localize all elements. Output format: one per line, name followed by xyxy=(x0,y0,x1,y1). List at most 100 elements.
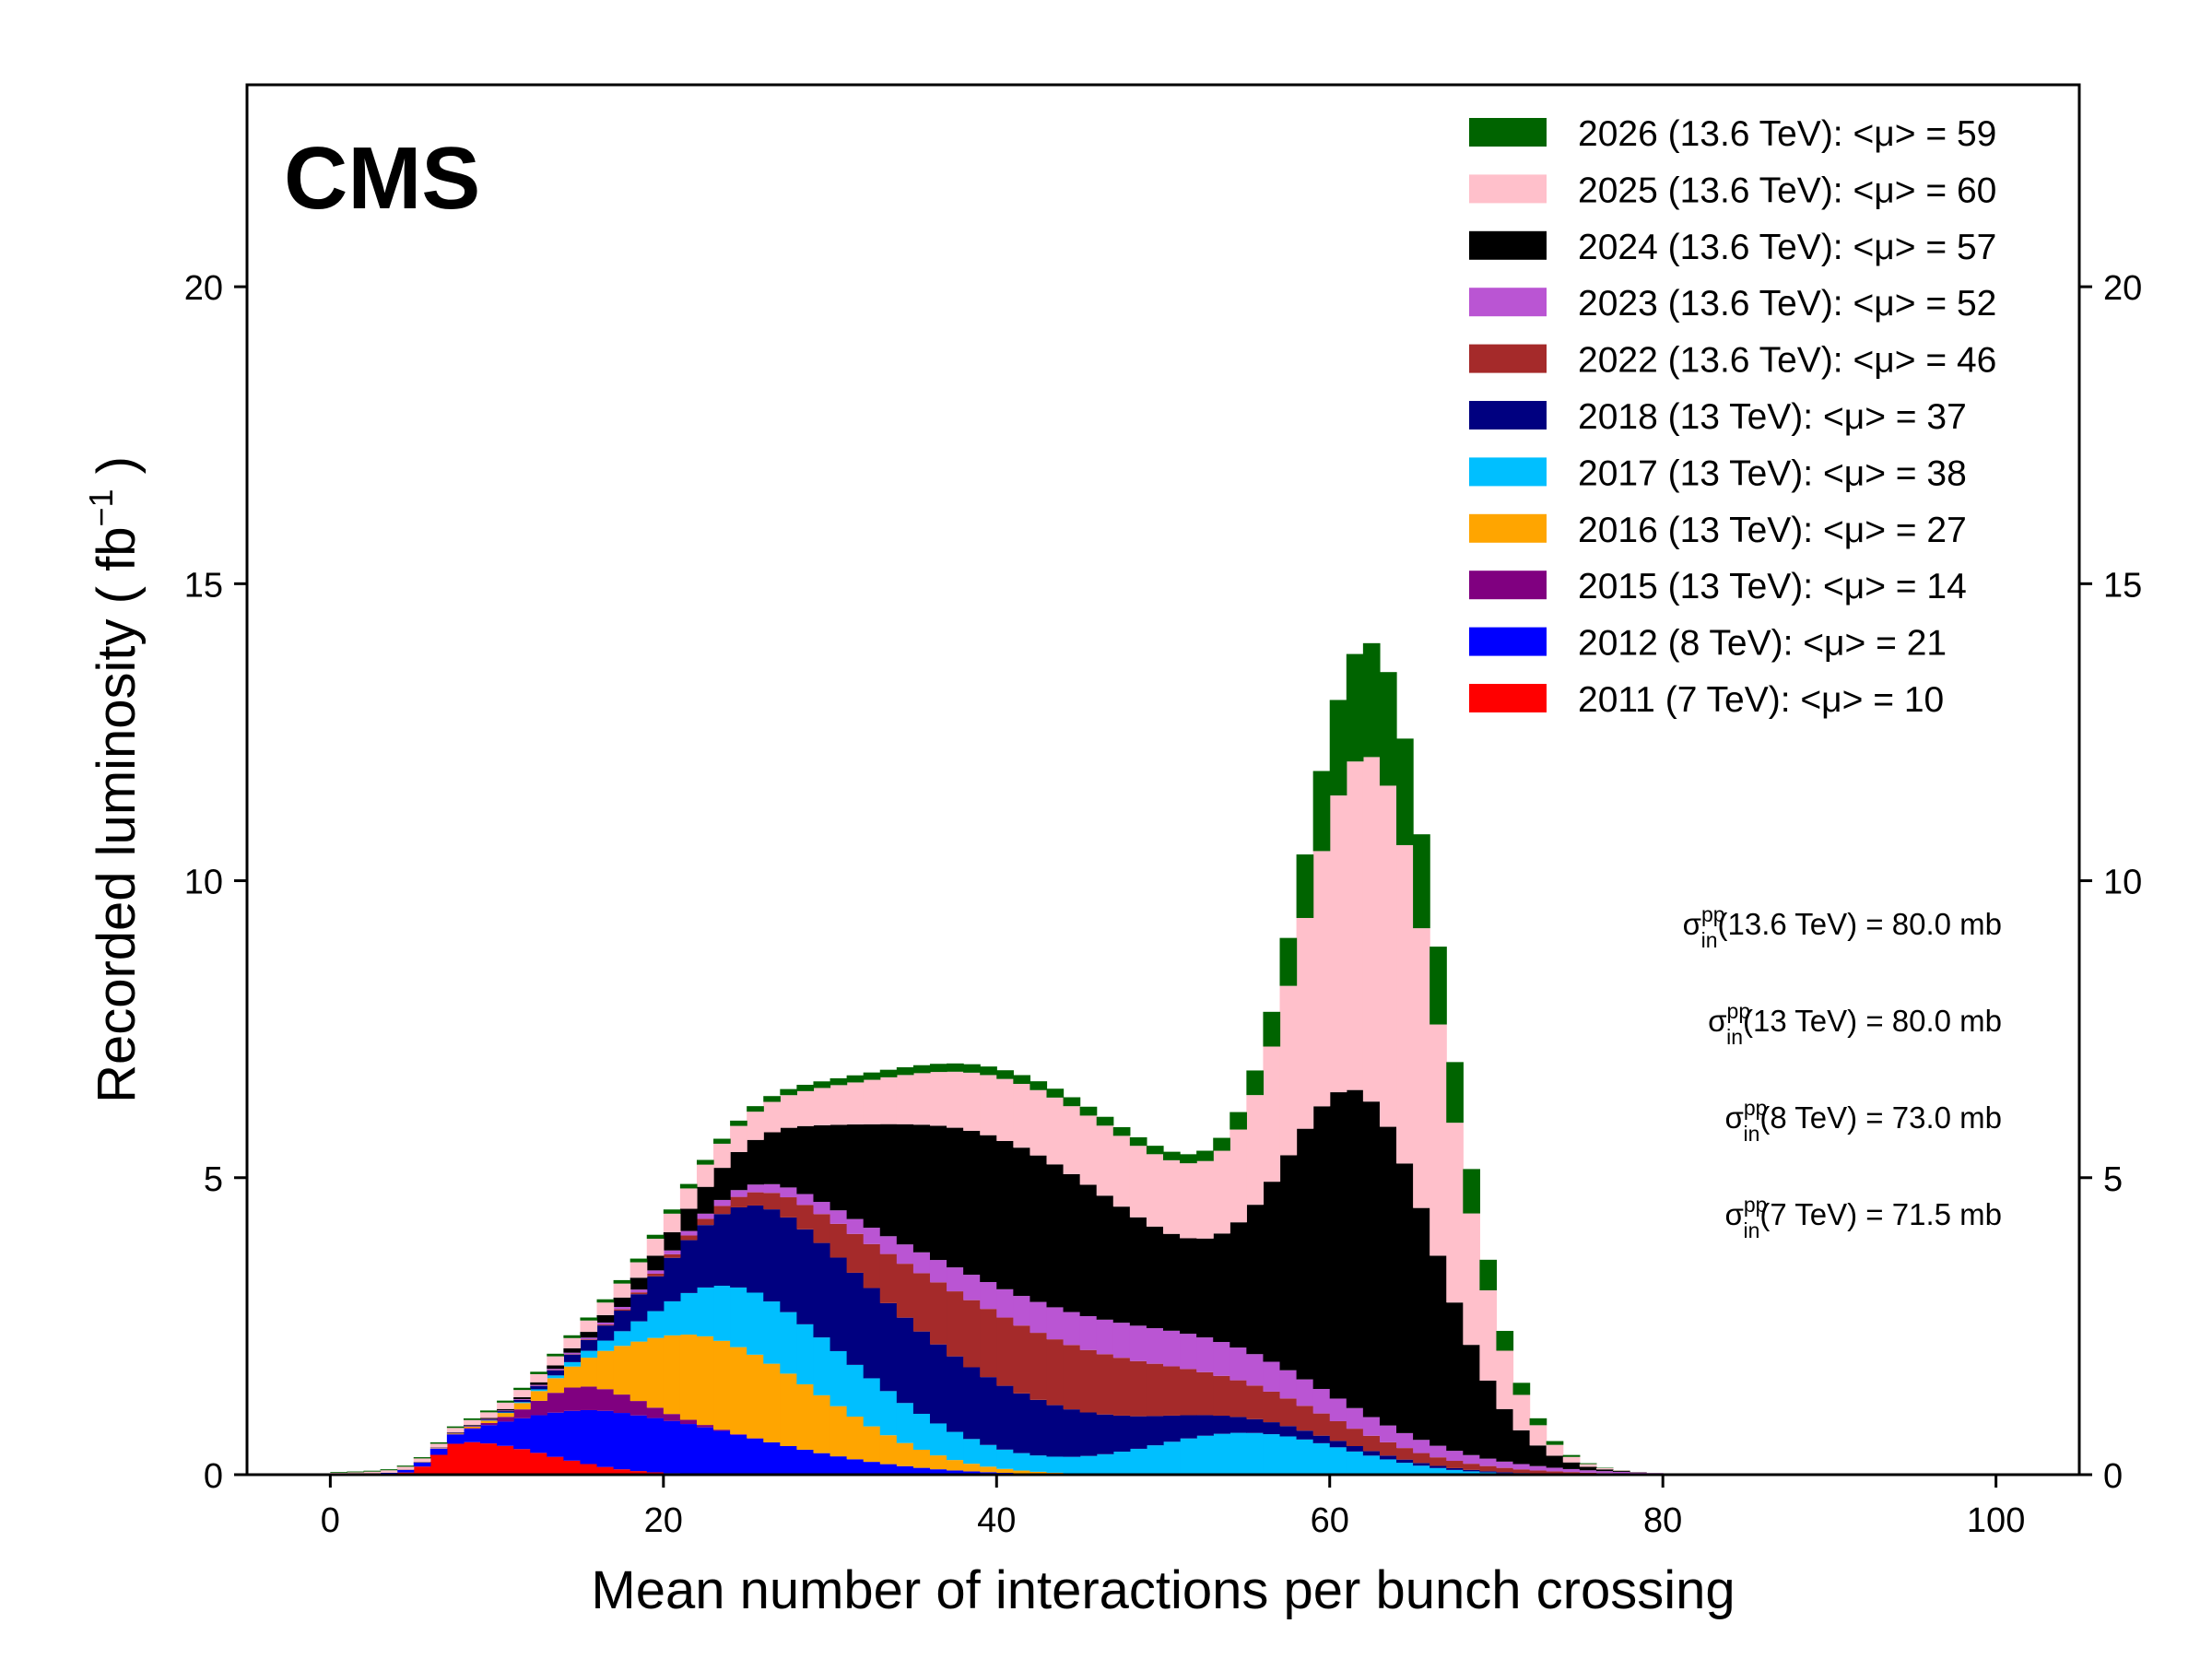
bar-2-17 xyxy=(613,1394,631,1414)
bar-5-15 xyxy=(580,1339,598,1351)
bar-6-53 xyxy=(1213,1375,1230,1417)
bar-7-28 xyxy=(796,1194,815,1206)
bar-7-66 xyxy=(1430,1445,1447,1458)
bar-4-62 xyxy=(1362,1455,1381,1475)
bar-5-65 xyxy=(1413,1463,1430,1466)
bar-6-40 xyxy=(996,1317,1014,1386)
bar-5-10 xyxy=(497,1411,514,1413)
bar-9-2 xyxy=(363,1471,382,1475)
bar-5-55 xyxy=(1246,1418,1265,1433)
bar-5-27 xyxy=(780,1217,797,1312)
bar-7-54 xyxy=(1230,1347,1247,1381)
bar-10-73 xyxy=(1546,1441,1564,1445)
bar-6-74 xyxy=(1562,1472,1581,1475)
bar-9-54 xyxy=(1230,1129,1247,1223)
bar-0-12 xyxy=(530,1453,547,1475)
bar-10-3 xyxy=(380,1469,398,1471)
bar-0-18 xyxy=(629,1471,648,1475)
bar-8-20 xyxy=(663,1232,681,1251)
bar-4-41 xyxy=(1013,1453,1031,1471)
bar-6-71 xyxy=(1512,1469,1531,1474)
bar-4-16 xyxy=(596,1340,615,1351)
y-tick-label-left-0: 0 xyxy=(204,1457,223,1496)
bar-9-64 xyxy=(1396,844,1414,1164)
xs-annotation-0: σpp in(13.6 TeV) = 80.0 mb xyxy=(1683,902,2002,952)
bar-9-63 xyxy=(1379,785,1397,1127)
bar-5-29 xyxy=(813,1242,831,1338)
bar-8-21 xyxy=(679,1208,698,1231)
bar-7-64 xyxy=(1396,1432,1414,1449)
bar-9-3 xyxy=(380,1470,398,1474)
bar-7-14 xyxy=(563,1352,582,1355)
bar-1-18 xyxy=(629,1415,648,1472)
bar-6-55 xyxy=(1246,1385,1265,1419)
bar-10-14 xyxy=(563,1335,582,1338)
bar-8-72 xyxy=(1529,1445,1547,1466)
bar-3-23 xyxy=(713,1340,731,1430)
bar-10-33 xyxy=(879,1069,898,1077)
bar-7-55 xyxy=(1246,1354,1265,1386)
bar-7-45 xyxy=(1079,1316,1098,1350)
bar-8-76 xyxy=(1595,1469,1614,1472)
bar-8-39 xyxy=(980,1135,997,1282)
bar-7-33 xyxy=(879,1236,898,1254)
bar-1-36 xyxy=(929,1469,947,1475)
bar-9-57 xyxy=(1279,985,1298,1156)
bar-6-29 xyxy=(813,1214,831,1243)
bar-6-31 xyxy=(846,1233,865,1273)
bar-9-69 xyxy=(1479,1290,1498,1381)
bar-5-35 xyxy=(912,1331,931,1414)
bar-5-17 xyxy=(613,1311,631,1332)
legend: 2026 (13.6 TeV): <μ> = 59 2025 (13.6 TeV)… xyxy=(1469,114,1996,720)
bar-8-43 xyxy=(1046,1164,1065,1308)
bar-6-15 xyxy=(580,1339,598,1340)
bar-1-12 xyxy=(530,1415,547,1453)
bar-3-27 xyxy=(780,1373,797,1446)
bar-4-52 xyxy=(1196,1435,1214,1475)
series-10 xyxy=(330,642,1630,1473)
bar-4-46 xyxy=(1096,1453,1114,1475)
bar-5-26 xyxy=(763,1209,781,1302)
bar-5-62 xyxy=(1362,1451,1381,1456)
bar-7-78 xyxy=(1630,1472,1647,1475)
bar-6-63 xyxy=(1379,1441,1397,1456)
bar-7-72 xyxy=(1529,1465,1547,1471)
bar-5-58 xyxy=(1296,1430,1314,1440)
bar-9-47 xyxy=(1112,1135,1131,1207)
bar-5-46 xyxy=(1096,1414,1114,1454)
bar-6-19 xyxy=(646,1273,665,1277)
bar-5-43 xyxy=(1046,1405,1065,1457)
bar-8-67 xyxy=(1446,1302,1464,1452)
y-axis-title: Recorded luminosity ( fb−1 ) xyxy=(82,456,147,1103)
bar-1-23 xyxy=(713,1430,731,1475)
bar-10-30 xyxy=(830,1077,848,1086)
bar-9-24 xyxy=(730,1125,747,1152)
bar-5-56 xyxy=(1263,1422,1281,1435)
bar-10-68 xyxy=(1463,1169,1480,1214)
bar-9-53 xyxy=(1213,1150,1230,1234)
bar-8-14 xyxy=(563,1347,582,1353)
bar-1-20 xyxy=(663,1420,681,1474)
bar-5-38 xyxy=(963,1367,981,1440)
bar-3-21 xyxy=(679,1335,698,1420)
bar-4-59 xyxy=(1312,1442,1331,1475)
y-axis-title-sup: −1 xyxy=(82,489,120,527)
bar-8-57 xyxy=(1279,1155,1298,1371)
bar-5-22 xyxy=(696,1225,714,1288)
bar-6-22 xyxy=(696,1218,714,1226)
bar-10-11 xyxy=(513,1387,531,1391)
bar-1-9 xyxy=(480,1425,498,1444)
bar-1-32 xyxy=(863,1462,881,1475)
bar-4-34 xyxy=(896,1403,914,1443)
bar-0-5 xyxy=(413,1466,431,1475)
bar-6-37 xyxy=(947,1291,964,1357)
bar-4-10 xyxy=(497,1412,514,1414)
bar-7-68 xyxy=(1463,1454,1480,1465)
bar-10-75 xyxy=(1579,1463,1597,1465)
bar-0-8 xyxy=(463,1441,481,1475)
bar-6-27 xyxy=(780,1197,797,1218)
bar-10-19 xyxy=(646,1234,665,1240)
bar-5-48 xyxy=(1129,1416,1147,1449)
bar-1-27 xyxy=(780,1446,797,1475)
bar-7-34 xyxy=(896,1244,914,1265)
